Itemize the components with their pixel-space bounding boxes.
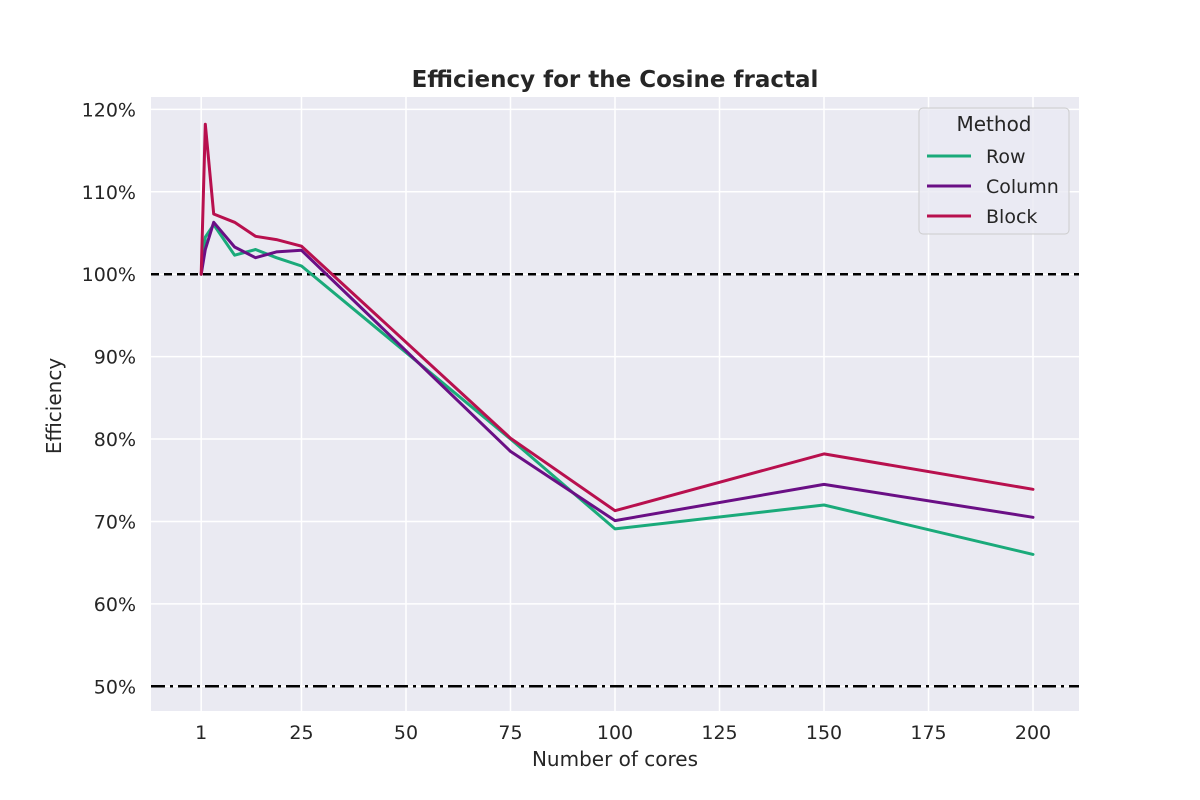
legend-items: Row Column Block (927, 146, 1059, 228)
legend-box (918, 107, 1070, 235)
y-tick-label: 70% (94, 511, 136, 533)
x-tick-label: 50 (394, 722, 418, 744)
x-tick-label: 100 (597, 722, 633, 744)
tick-labels: 1 25 50 75 100 125 150 175 20050%60%70%80%90%100… (82, 99, 1051, 744)
series-layer (199, 122, 1035, 556)
reference-lines (151, 272, 1079, 688)
x-tick-label: 175 (910, 722, 946, 744)
y-tick-label: 50% (94, 676, 136, 698)
y-tick-label: 110% (82, 182, 136, 204)
y-tick-label: 60% (94, 594, 136, 616)
x-tick-label: 200 (1015, 722, 1051, 744)
x-tick-label: 75 (498, 722, 522, 744)
y-tick-label: 80% (94, 429, 136, 451)
series-line-block (199, 122, 1035, 513)
series-line-column (199, 220, 1035, 523)
x-axis-label: Number of cores (532, 747, 698, 771)
x-tick-label: 25 (289, 722, 313, 744)
legend-label-block: Block (986, 206, 1037, 228)
legend-label-column: Column (986, 176, 1059, 198)
legend-label-row: Row (986, 146, 1026, 168)
x-tick-label: 125 (701, 722, 737, 744)
y-tick-label: 100% (82, 264, 136, 286)
x-tick-label: 1 (195, 722, 207, 744)
chart-title: Efficiency for the Cosine fractal (412, 67, 819, 93)
y-tick-label: 90% (94, 347, 136, 369)
y-tick-label: 120% (82, 99, 136, 121)
y-axis-label: Efficiency (42, 358, 66, 455)
x-tick-label: 150 (806, 722, 842, 744)
legend-title: Method (956, 112, 1031, 136)
legend: Method Row Column Block (918, 107, 1070, 235)
